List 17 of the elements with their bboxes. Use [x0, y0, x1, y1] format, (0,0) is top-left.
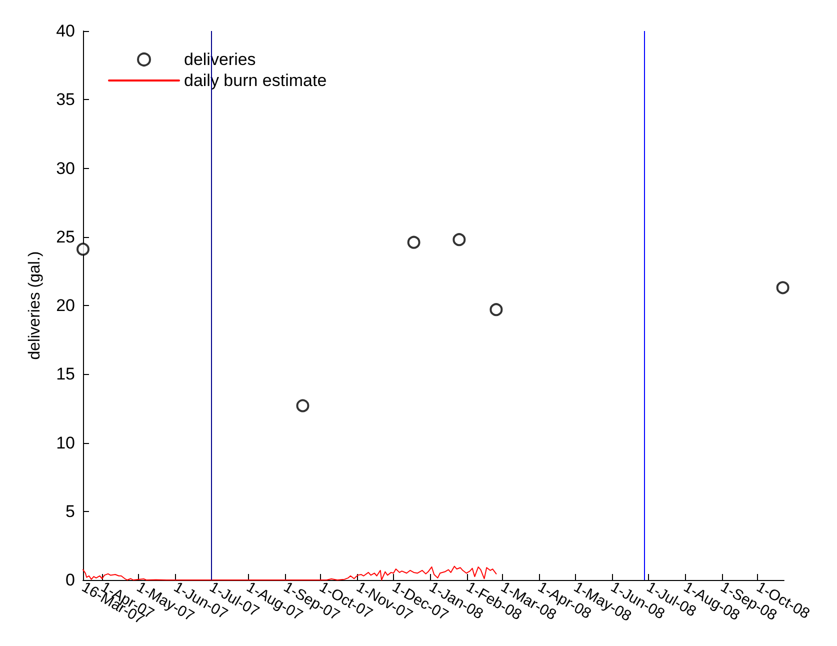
y-tick-label: 30: [56, 158, 75, 178]
y-axis-title: deliveries (gal.): [26, 251, 44, 360]
y-tick-label: 20: [56, 296, 75, 315]
y-tick-label: 25: [56, 227, 75, 246]
y-tick-label: 40: [56, 22, 75, 40]
y-tick-label: 10: [56, 433, 75, 452]
y-tick-label: 5: [66, 502, 75, 521]
y-tick-label: 15: [56, 364, 75, 384]
y-tick-label: 0: [66, 570, 75, 590]
point: [776, 281, 790, 294]
y-tick-label: 35: [56, 90, 75, 110]
line-series: [82, 566, 497, 580]
point: [296, 399, 310, 412]
point: [490, 303, 503, 316]
point: [452, 233, 466, 246]
point: [76, 242, 90, 256]
point: [407, 236, 420, 249]
